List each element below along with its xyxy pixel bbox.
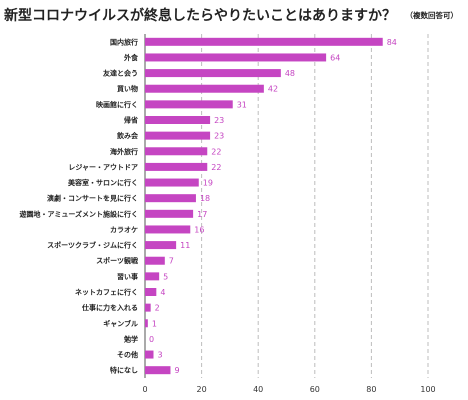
value-labels: 84 64 48 42 31 23 23 22 22 19 18 17 16 11 75 42 1 03 9 — [149, 38, 397, 375]
bar — [145, 53, 327, 62]
category-label: スポーツ観戦 — [96, 256, 139, 265]
bars — [145, 37, 383, 375]
category-labels: 国内旅行外食友達と会う買い物映画館に行く帰省飲み会海外旅行レジャー・アウトドア美… — [19, 37, 139, 374]
category-label: 映画館に行く — [96, 100, 138, 109]
value-label: 16 — [194, 225, 204, 234]
bar — [145, 256, 165, 265]
value-label: 19 — [203, 179, 213, 188]
value-label: 2 — [155, 304, 160, 313]
chart-subtitle: （複数回答可） — [406, 10, 459, 20]
x-tick-label: 80 — [366, 385, 376, 394]
bar — [145, 84, 264, 93]
category-label: 習い事 — [117, 272, 138, 281]
bar — [145, 116, 211, 124]
value-label: 23 — [214, 116, 224, 125]
category-label: 演劇・コンサートを見に行く — [47, 194, 138, 203]
category-label: 海外旅行 — [110, 147, 138, 156]
value-label: 22 — [211, 163, 221, 172]
bar — [145, 37, 383, 46]
x-axis-ticks: 0 20 40 60 80 100 — [142, 385, 435, 394]
bar — [145, 350, 154, 359]
value-label: 1 — [152, 319, 157, 328]
bar — [145, 225, 191, 234]
bar — [145, 147, 208, 156]
value-label: 4 — [160, 288, 165, 297]
value-label: 9 — [174, 366, 179, 375]
bar — [145, 303, 151, 312]
category-label: ギャンブル — [103, 319, 138, 328]
category-label: 国内旅行 — [110, 37, 138, 46]
bar — [145, 131, 211, 140]
value-label: 84 — [387, 38, 397, 47]
category-label: 美容室・サロンに行く — [68, 178, 138, 187]
value-label: 17 — [197, 210, 207, 219]
category-label: 飲み会 — [116, 131, 139, 140]
category-label: 仕事に力を入れる — [81, 303, 138, 312]
value-label: 48 — [285, 69, 295, 78]
value-label: 7 — [169, 257, 174, 266]
value-label: 18 — [200, 194, 210, 203]
category-label: カラオケ — [110, 226, 138, 234]
category-label: 勉学 — [123, 334, 138, 343]
category-label: スポーツクラブ・ジムに行く — [47, 241, 138, 250]
bar — [145, 194, 196, 203]
x-tick-label: 100 — [420, 385, 435, 394]
bar — [145, 366, 171, 375]
bar — [145, 178, 199, 187]
category-label: 帰省 — [124, 116, 138, 125]
value-label: 5 — [163, 272, 168, 281]
chart-title: 新型コロナウイルスが終息したらやりたいことはありますか？ — [4, 7, 396, 24]
x-tick-label: 0 — [142, 385, 147, 394]
bar — [145, 100, 233, 109]
bar — [145, 69, 281, 78]
bar — [145, 272, 160, 281]
category-label: 特になし — [110, 366, 138, 375]
bar — [145, 319, 148, 328]
x-tick-label: 40 — [253, 385, 263, 394]
category-label: 友達と会う — [102, 69, 138, 78]
x-tick-label: 20 — [197, 385, 207, 394]
value-label: 23 — [214, 132, 224, 141]
category-label: 買い物 — [116, 84, 138, 93]
value-label: 64 — [330, 53, 340, 62]
category-label: 遊園地・アミューズメント施設に行く — [19, 209, 138, 218]
value-label: 11 — [180, 241, 190, 250]
value-label: 3 — [157, 351, 162, 360]
category-label: ネットカフェに行く — [75, 288, 138, 297]
category-label: レジャー・アウトドア — [68, 162, 138, 171]
bar — [145, 241, 177, 250]
value-label: 31 — [237, 100, 247, 109]
bar — [145, 288, 157, 296]
category-label: その他 — [117, 350, 138, 359]
category-label: 外食 — [124, 53, 139, 62]
value-label: 0 — [149, 335, 154, 344]
x-tick-label: 60 — [310, 385, 320, 394]
bar — [145, 209, 194, 218]
value-label: 42 — [268, 85, 278, 94]
value-label: 22 — [211, 147, 221, 156]
bar — [145, 162, 208, 171]
